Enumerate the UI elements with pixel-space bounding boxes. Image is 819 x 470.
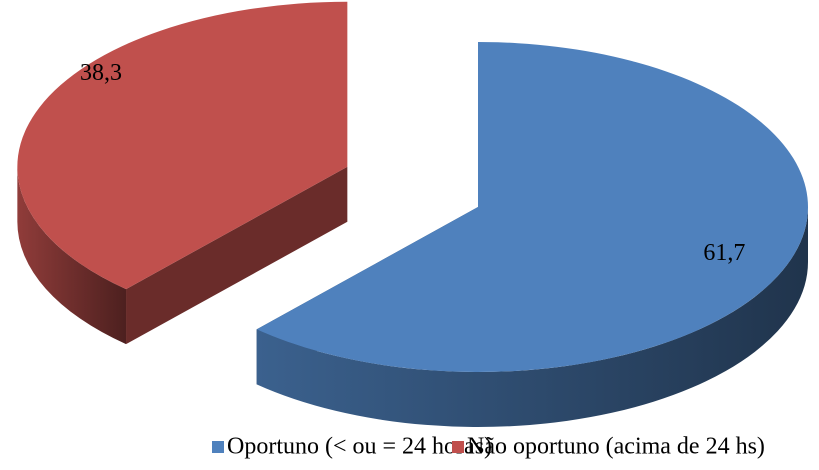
legend-swatch <box>212 441 224 453</box>
slice-wall <box>256 207 808 427</box>
legend-label: Não oportuno (acima de 24 hs) <box>467 434 765 460</box>
slice-wall <box>17 166 127 345</box>
data-label: 61,7 <box>703 240 745 266</box>
slice-side <box>126 166 348 345</box>
data-label: 38,3 <box>80 60 122 86</box>
pie-slice <box>256 42 809 373</box>
pie-slice <box>17 1 348 290</box>
legend-label: Oportuno (< ou = 24 horas) <box>227 434 492 460</box>
legend-swatch <box>452 441 464 453</box>
